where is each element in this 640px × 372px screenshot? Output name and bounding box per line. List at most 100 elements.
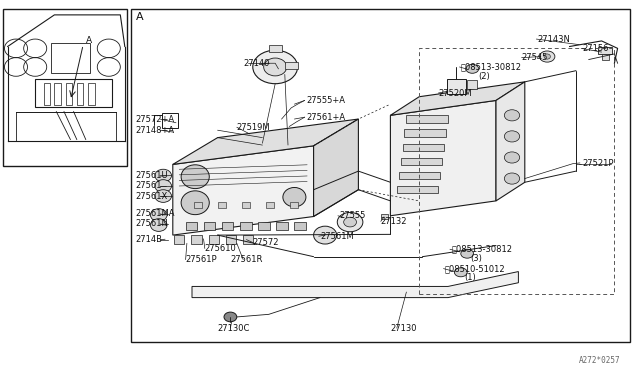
Bar [204,222,215,230]
Ellipse shape [314,226,337,244]
Bar [186,222,197,230]
Ellipse shape [155,180,172,192]
Ellipse shape [181,165,209,189]
Bar [381,214,388,219]
Bar [406,115,448,123]
Bar [401,158,442,165]
Ellipse shape [181,191,209,215]
Ellipse shape [150,209,167,221]
Polygon shape [173,146,314,235]
Bar [174,235,184,244]
Ellipse shape [466,64,479,73]
Bar [226,235,236,244]
Ellipse shape [155,190,172,202]
Bar [242,202,250,208]
Text: Ⓢ08510-51012: Ⓢ08510-51012 [445,264,506,273]
Text: 27545: 27545 [522,53,548,62]
Bar [404,129,446,137]
Bar [285,62,298,69]
Bar [269,45,282,52]
Polygon shape [390,82,525,115]
Text: 27521P: 27521P [582,159,614,168]
Ellipse shape [253,50,298,84]
Bar [598,47,612,54]
Polygon shape [192,272,518,298]
Bar [44,83,50,105]
Text: 275610: 275610 [205,244,237,253]
Ellipse shape [224,312,237,322]
Text: 27555+A: 27555+A [306,96,345,105]
Bar [35,79,112,107]
Bar [447,79,466,94]
Bar [602,54,609,60]
Text: 27561+A: 27561+A [306,113,345,122]
Polygon shape [390,100,496,216]
Text: 27130C: 27130C [218,324,250,333]
Ellipse shape [454,268,467,277]
Bar [403,144,444,151]
Bar [294,222,306,230]
Bar [209,235,219,244]
Text: (3): (3) [470,254,483,263]
Ellipse shape [150,219,167,231]
Bar [290,202,298,208]
Bar [77,83,83,105]
Bar [162,113,178,128]
Text: 27561M: 27561M [320,232,354,241]
Text: 27130: 27130 [390,324,417,333]
Text: 27561R: 27561R [230,255,263,264]
Text: 27561P: 27561P [186,255,217,264]
Bar [258,222,269,230]
Text: 27572: 27572 [253,238,279,247]
Bar [66,83,72,105]
Ellipse shape [504,110,520,121]
Bar [397,186,438,193]
Text: 27561N: 27561N [135,219,168,228]
Ellipse shape [540,51,555,62]
Text: 27572+A: 27572+A [135,115,174,124]
Ellipse shape [283,187,306,207]
Text: A: A [86,36,93,45]
Text: A: A [136,12,143,22]
Bar [218,202,226,208]
Bar [222,222,234,230]
Ellipse shape [504,173,520,184]
Bar [88,83,95,105]
Text: 27520M: 27520M [438,89,472,97]
Bar [399,172,440,179]
Text: 2714B: 2714B [135,235,162,244]
Text: 27519M: 27519M [237,123,271,132]
Polygon shape [173,119,358,164]
Bar [3,9,127,166]
Ellipse shape [264,58,287,76]
Ellipse shape [337,212,363,232]
Ellipse shape [461,249,474,258]
Text: 27561: 27561 [135,182,161,190]
Ellipse shape [155,169,172,182]
Bar [191,235,202,244]
Bar [243,235,253,244]
Text: 27143N: 27143N [538,35,570,44]
Bar [194,202,202,208]
Text: 27140: 27140 [243,59,269,68]
Text: 27148+A: 27148+A [135,126,174,135]
Text: 27561MA: 27561MA [135,209,175,218]
Bar [276,222,288,230]
Polygon shape [314,119,358,217]
Bar [467,80,477,89]
Ellipse shape [544,54,550,59]
Text: 27156: 27156 [582,44,609,53]
Text: Ⓢ08513-30812: Ⓢ08513-30812 [461,62,522,71]
Bar [266,202,274,208]
Text: Ⓢ08513-30812: Ⓢ08513-30812 [451,245,512,254]
Bar [54,83,61,105]
Text: 27555: 27555 [339,211,365,220]
Text: A272*0257: A272*0257 [579,356,621,365]
Bar [240,222,252,230]
Bar [51,43,90,73]
Ellipse shape [504,131,520,142]
Ellipse shape [344,217,356,227]
Text: 27132: 27132 [381,217,407,226]
Text: 27561X: 27561X [135,192,167,201]
Text: (2): (2) [479,72,490,81]
